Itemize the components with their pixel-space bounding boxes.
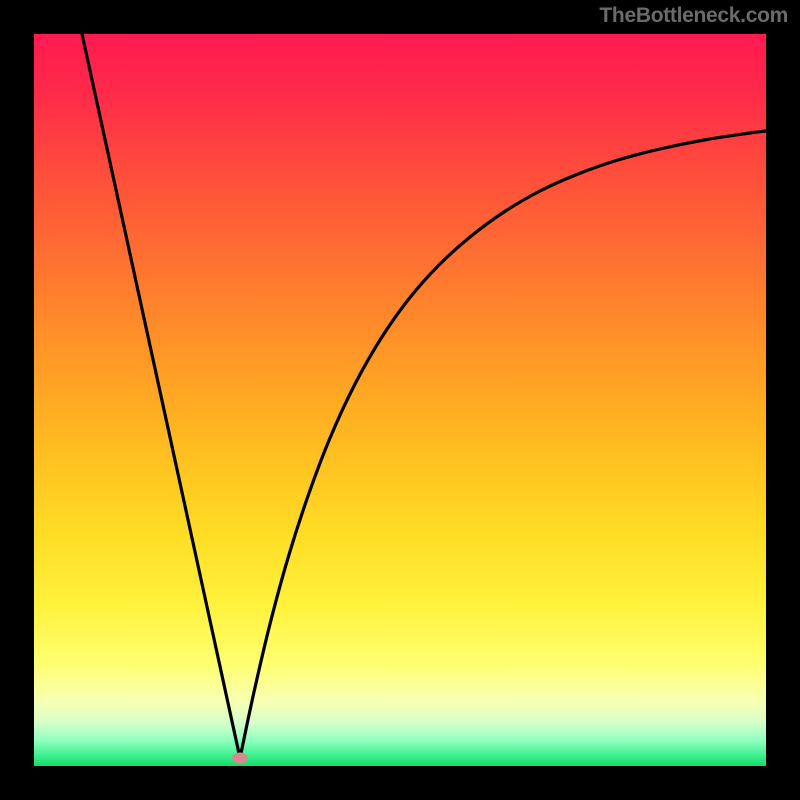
plot-area: [34, 34, 766, 766]
chart-container: TheBottleneck.com: [0, 0, 800, 800]
watermark-text: TheBottleneck.com: [599, 4, 788, 28]
minimum-marker: [232, 753, 248, 764]
bottleneck-curve: [34, 34, 766, 766]
